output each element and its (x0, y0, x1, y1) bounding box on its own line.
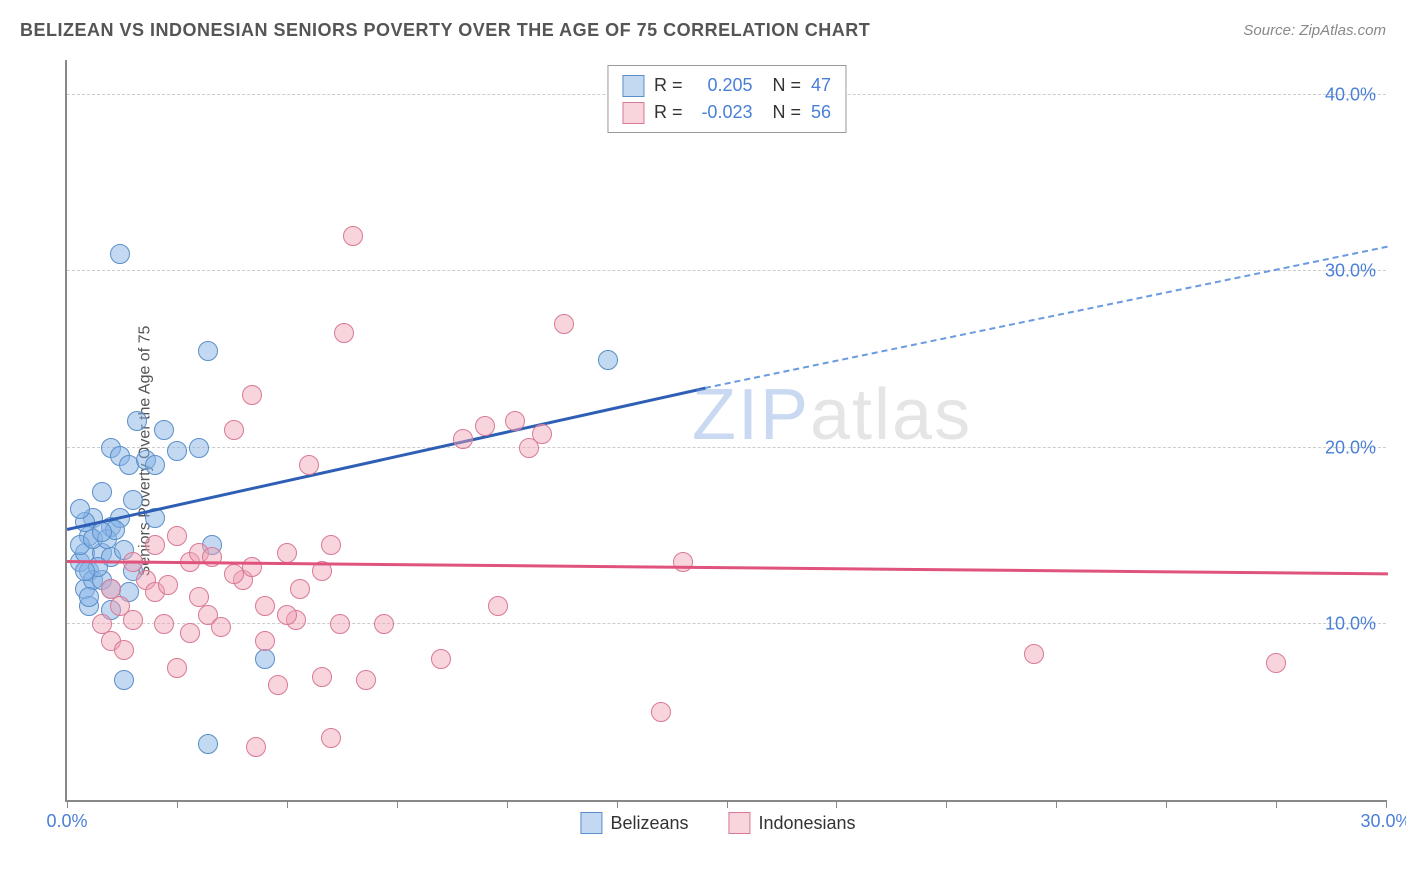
data-point (167, 441, 187, 461)
data-point (268, 675, 288, 695)
source-citation: Source: ZipAtlas.com (1243, 22, 1386, 39)
data-point (356, 670, 376, 690)
data-point (554, 314, 574, 334)
xtick (1386, 800, 1387, 808)
series-legend: Belizeans Indonesians (580, 812, 855, 834)
data-point (79, 587, 99, 607)
data-point (475, 416, 495, 436)
data-point (290, 579, 310, 599)
trend-line (67, 560, 1388, 575)
data-point (277, 605, 297, 625)
chart-area: Seniors Poverty Over the Age of 75 ZIPat… (50, 60, 1386, 842)
data-point (277, 543, 297, 563)
xtick-label: 30.0% (1360, 811, 1406, 832)
data-point (110, 244, 130, 264)
data-point (114, 670, 134, 690)
xtick (287, 800, 288, 808)
xtick (946, 800, 947, 808)
correlation-legend: R = 0.205 N = 47 R = -0.023 N = 56 (607, 65, 846, 133)
legend-item-belizeans: Belizeans (580, 812, 688, 834)
xtick (507, 800, 508, 808)
xtick (727, 800, 728, 808)
data-point (321, 535, 341, 555)
xtick (836, 800, 837, 808)
data-point (598, 350, 618, 370)
scatter-plot: ZIPatlas R = 0.205 N = 47 R = -0.023 N =… (65, 60, 1386, 802)
data-point (312, 667, 332, 687)
data-point (242, 557, 262, 577)
data-point (154, 614, 174, 634)
data-point (198, 341, 218, 361)
swatch-belizeans (580, 812, 602, 834)
xtick (177, 800, 178, 808)
data-point (75, 561, 95, 581)
data-point (211, 617, 231, 637)
data-point (673, 552, 693, 572)
data-point (158, 575, 178, 595)
watermark: ZIPatlas (692, 374, 972, 456)
data-point (1024, 644, 1044, 664)
gridline (67, 623, 1386, 624)
data-point (180, 623, 200, 643)
data-point (123, 490, 143, 510)
data-point (343, 226, 363, 246)
data-point (651, 702, 671, 722)
data-point (488, 596, 508, 616)
data-point (246, 737, 266, 757)
data-point (299, 455, 319, 475)
data-point (167, 658, 187, 678)
ytick-label: 30.0% (1325, 261, 1376, 282)
data-point (189, 438, 209, 458)
xtick (1056, 800, 1057, 808)
data-point (92, 482, 112, 502)
data-point (330, 614, 350, 634)
xtick-label: 0.0% (46, 811, 87, 832)
data-point (224, 420, 244, 440)
data-point (154, 420, 174, 440)
ytick-label: 40.0% (1325, 85, 1376, 106)
data-point (114, 640, 134, 660)
data-point (255, 649, 275, 669)
trend-line (705, 246, 1388, 389)
legend-row-indonesians: R = -0.023 N = 56 (622, 99, 831, 126)
xtick (1166, 800, 1167, 808)
data-point (92, 614, 112, 634)
xtick (397, 800, 398, 808)
data-point (431, 649, 451, 669)
data-point (1266, 653, 1286, 673)
xtick (1276, 800, 1277, 808)
data-point (505, 411, 525, 431)
data-point (198, 734, 218, 754)
data-point (127, 411, 147, 431)
ytick-label: 10.0% (1325, 613, 1376, 634)
data-point (453, 429, 473, 449)
swatch-belizeans (622, 75, 644, 97)
data-point (255, 631, 275, 651)
chart-title: BELIZEAN VS INDONESIAN SENIORS POVERTY O… (20, 20, 870, 41)
swatch-indonesians (728, 812, 750, 834)
legend-row-belizeans: R = 0.205 N = 47 (622, 72, 831, 99)
gridline (67, 270, 1386, 271)
chart-header: BELIZEAN VS INDONESIAN SENIORS POVERTY O… (20, 20, 1386, 41)
legend-item-indonesians: Indonesians (728, 812, 855, 834)
data-point (255, 596, 275, 616)
data-point (374, 614, 394, 634)
xtick (617, 800, 618, 808)
gridline (67, 447, 1386, 448)
data-point (532, 424, 552, 444)
xtick (67, 800, 68, 808)
data-point (167, 526, 187, 546)
swatch-indonesians (622, 102, 644, 124)
data-point (123, 610, 143, 630)
data-point (70, 499, 90, 519)
data-point (321, 728, 341, 748)
ytick-label: 20.0% (1325, 437, 1376, 458)
data-point (145, 455, 165, 475)
data-point (334, 323, 354, 343)
data-point (145, 535, 165, 555)
data-point (92, 522, 112, 542)
data-point (242, 385, 262, 405)
